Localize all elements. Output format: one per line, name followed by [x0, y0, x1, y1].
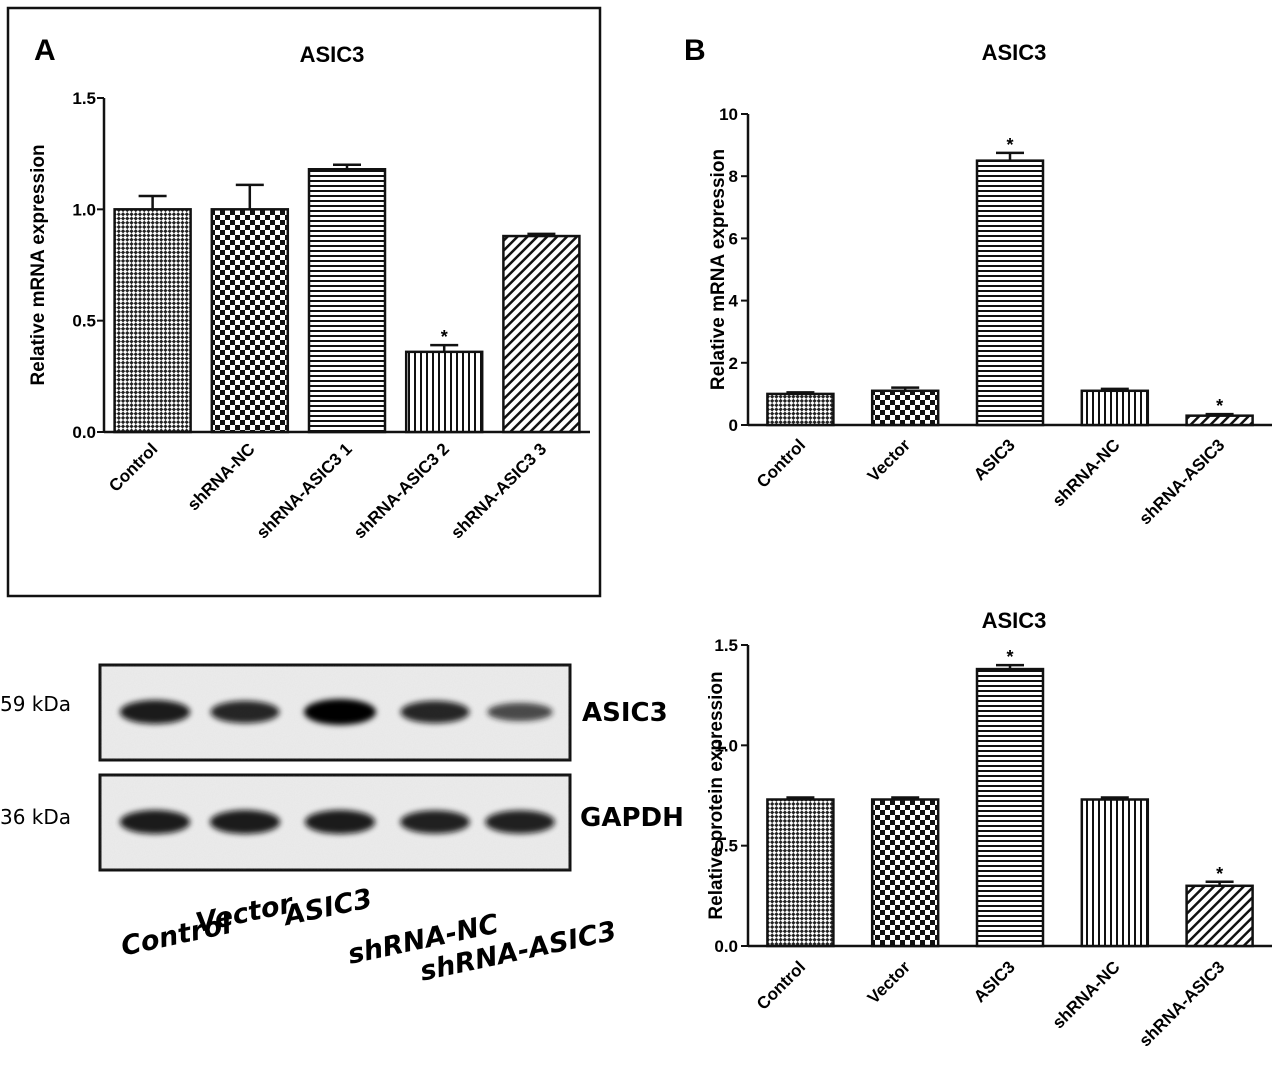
y-tick-label: 2: [729, 354, 738, 373]
y-tick-label: 6: [729, 229, 738, 248]
panel-label-a: A: [34, 34, 56, 67]
y-tick-label: 1.0: [72, 200, 96, 219]
blot-band: [304, 699, 376, 725]
category-label: shRNA-NC: [1049, 435, 1124, 510]
chart-title: ASIC3: [982, 608, 1047, 633]
significance-star: *: [1006, 647, 1013, 667]
bar: [1080, 798, 1150, 948]
category-label: Vector: [864, 957, 914, 1007]
blot-band: [485, 810, 555, 834]
y-tick-label: 1.5: [714, 636, 738, 655]
blot-band: [209, 810, 281, 834]
category-label: ASIC3: [970, 435, 1019, 484]
bar: [502, 234, 581, 434]
chart-b-protein: ASIC3 Relative protein expression 0.0 0.5 1.…: [706, 608, 1272, 1050]
blot-band: [119, 700, 191, 724]
significance-star: *: [1216, 396, 1223, 416]
bar: [210, 208, 290, 434]
blot-band: [119, 810, 191, 834]
category-label: Control: [753, 957, 809, 1013]
blot-lane-label: Vector: [193, 888, 297, 939]
blot-band: [304, 810, 376, 834]
blot-mw-asic3: 59 kDa: [0, 692, 71, 716]
category-label: Control: [105, 439, 161, 495]
chart-b-mrna: ASIC3 Relative mRNA expression 0 2 4 6 8 10 Cont…: [708, 40, 1272, 528]
y-tick-label: 0: [729, 416, 738, 435]
blot-lane-label: ASIC3: [280, 883, 375, 932]
y-axis-label: Relative mRNA expression: [708, 149, 729, 390]
blot-protein-asic3: ASIC3: [582, 698, 668, 728]
blot-band: [487, 702, 553, 722]
panel-label-b: B: [684, 34, 706, 67]
blot-protein-gapdh: GAPDH: [580, 803, 684, 833]
y-tick-label: 4: [729, 292, 739, 311]
bar: [766, 798, 835, 948]
category-label: ASIC3: [970, 957, 1019, 1006]
significance-star: *: [1006, 135, 1013, 155]
category-label: Control: [753, 435, 809, 491]
bar: [1185, 884, 1254, 948]
y-tick-label: 0.0: [714, 937, 738, 956]
category-label: shRNA-NC: [184, 439, 259, 514]
category-label: shRNA-ASIC3 1: [253, 439, 356, 542]
bar: [307, 168, 387, 434]
y-tick-label: 10: [719, 105, 738, 124]
bar: [113, 208, 192, 434]
chart-title: ASIC3: [300, 42, 365, 67]
bar: [975, 667, 1045, 948]
bar: [404, 350, 484, 434]
category-label: shRNA-ASIC3: [1136, 957, 1229, 1050]
y-tick-label: 0.5: [714, 837, 738, 856]
western-blot: 59 kDa 36 kDa ASIC3 GAPDH ControlVectorA…: [0, 663, 684, 988]
bar: [1080, 389, 1150, 427]
significance-star: *: [441, 327, 448, 347]
bar: [870, 389, 940, 427]
blot-band: [400, 700, 470, 724]
y-axis-label: Relative protein expression: [706, 671, 727, 919]
y-tick-label: 1.0: [714, 736, 738, 755]
category-label: shRNA-ASIC3 3: [447, 439, 550, 542]
blot-band: [210, 700, 280, 724]
y-axis-label: Relative mRNA expression: [28, 144, 49, 385]
bar: [870, 798, 940, 948]
category-label: shRNA-NC: [1049, 957, 1124, 1032]
panel-a-frame: [6, 6, 602, 598]
y-tick-label: 1.5: [72, 89, 96, 108]
bar: [975, 159, 1045, 427]
chart-a-mrna: ASIC3 Relative mRNA expression 0.0 0.5 1.0 1.…: [28, 42, 590, 542]
category-label: shRNA-ASIC3: [1136, 435, 1229, 528]
y-tick-label: 0.0: [72, 423, 96, 442]
bar: [766, 392, 835, 427]
bar: [1185, 414, 1254, 427]
blot-mw-gapdh: 36 kDa: [0, 805, 71, 829]
category-label: shRNA-ASIC3 2: [350, 439, 453, 542]
y-tick-label: 0.5: [72, 312, 96, 331]
category-label: Vector: [864, 435, 914, 485]
blot-band: [400, 810, 470, 834]
chart-title: ASIC3: [982, 40, 1047, 65]
y-tick-label: 8: [729, 167, 738, 186]
significance-star: *: [1216, 864, 1223, 884]
